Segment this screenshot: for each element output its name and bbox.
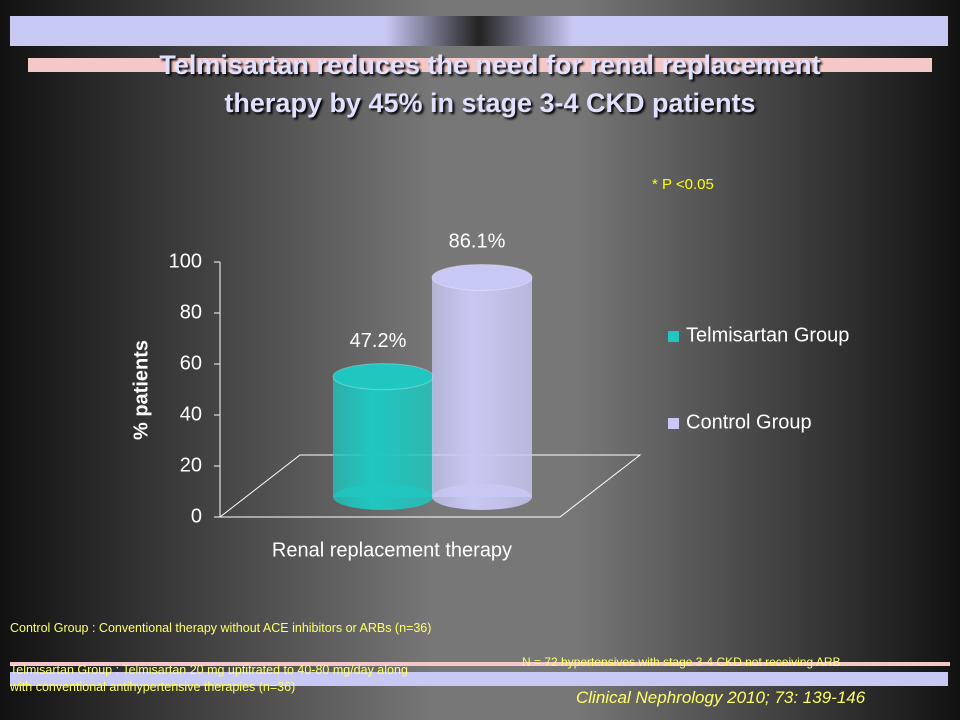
footnote: Control Group : Conventional therapy wit… — [10, 621, 432, 635]
citation: Clinical Nephrology 2010; 73: 139-146 — [576, 688, 866, 707]
legend-swatch — [668, 418, 679, 429]
legend-label: Control Group — [686, 411, 812, 433]
pink-line — [10, 662, 950, 666]
top-band — [10, 16, 948, 46]
y-tick-label: 0 — [191, 505, 202, 527]
y-tick-label: 100 — [169, 250, 202, 272]
p-value-note: * P <0.05 — [652, 176, 714, 193]
floor — [218, 454, 642, 518]
y-tick-label: 20 — [180, 454, 202, 476]
bar-top — [332, 363, 434, 391]
y-tick-label: 40 — [180, 403, 202, 425]
y-tick-label: 80 — [180, 301, 202, 323]
bar — [432, 277, 532, 497]
value-label: 86.1% — [449, 231, 506, 253]
legend-label: Telmisartan Group — [686, 324, 849, 346]
bar-top — [431, 263, 533, 291]
bar — [333, 376, 433, 497]
pink-bar — [28, 58, 932, 72]
footnote: Telmisartan Group : Telmisartan 20 mg up… — [10, 663, 408, 694]
y-axis-title: % patients — [130, 340, 152, 440]
x-tick-label: Renal replacement therapy — [272, 539, 512, 561]
value-label: 47.2% — [350, 330, 407, 352]
legend-swatch — [668, 331, 679, 342]
footnote: N = 72 hypertensives with stage 3-4 CKD … — [522, 655, 841, 669]
slide-title: Telmisartan reduces the need for renal r… — [159, 50, 821, 118]
y-tick-label: 60 — [180, 352, 202, 374]
bottom-band — [10, 672, 948, 686]
